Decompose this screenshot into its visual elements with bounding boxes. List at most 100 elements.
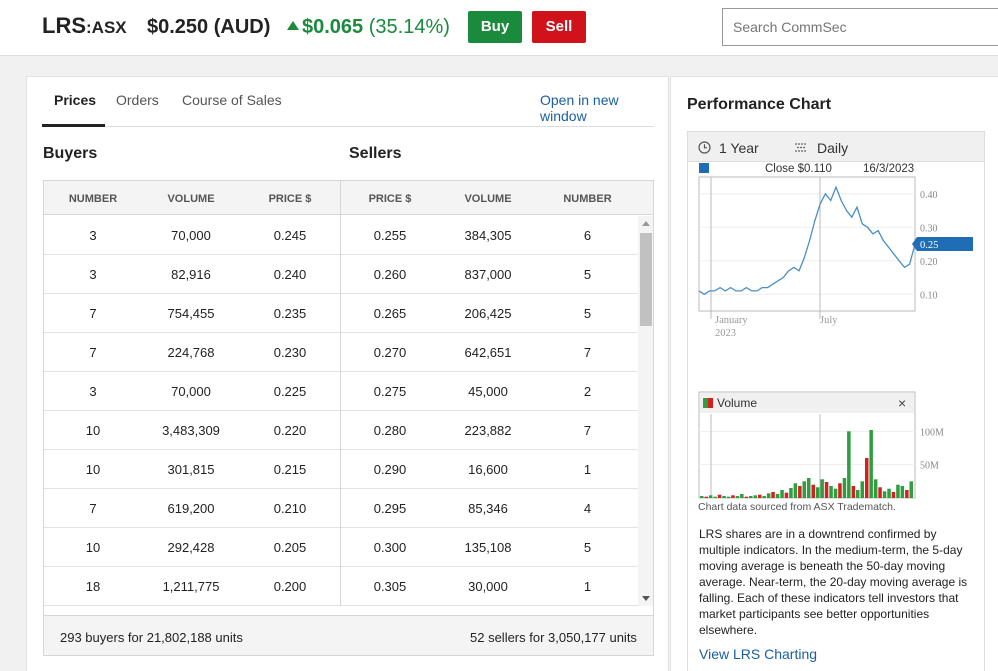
- trend-description: LRS shares are in a downtrend confirmed …: [699, 527, 968, 637]
- cell-buy-number: 7: [89, 345, 97, 360]
- price-y-tick: 0.40: [920, 190, 938, 201]
- volume-legend-label: Volume: [717, 396, 757, 410]
- volume-chart: Volume × 50M 100M: [698, 391, 944, 499]
- price-legend-swatch: [699, 163, 709, 173]
- volume-bar: [820, 479, 824, 498]
- depth-table: NUMBER VOLUME PRICE $ PRICE $ VOLUME NUM…: [43, 180, 654, 656]
- buyers-summary: 293 buyers for 21,802,188 units: [60, 630, 243, 645]
- volume-bar: [780, 490, 784, 498]
- cell-sell-number: 7: [583, 345, 592, 360]
- volume-bar: [708, 495, 713, 498]
- buy-button[interactable]: Buy: [468, 11, 522, 43]
- sell-button[interactable]: Sell: [532, 11, 586, 43]
- cell-buy-price: 0.215: [273, 462, 307, 477]
- volume-bar: [731, 495, 735, 498]
- volume-bar: [891, 492, 896, 498]
- cell-sell-price: 0.270: [373, 345, 407, 360]
- cell-sell-price: 0.290: [373, 462, 407, 477]
- cell-sell-price: 0.295: [373, 501, 407, 516]
- chart-container: 1 Year Daily 0.10 0.20 0.30 0.40 January 2023…: [687, 131, 985, 671]
- cell-sell-price: 0.275: [373, 384, 407, 399]
- cell-buy-price: 0.245: [273, 228, 307, 243]
- chart-toolbar: 1 Year Daily: [688, 132, 984, 162]
- col-buy-price: PRICE $: [268, 193, 312, 205]
- table-row: 18 1,211,775 0.200 0.305 30,000 1: [44, 567, 638, 606]
- buyers-heading: Buyers: [43, 145, 98, 162]
- volume-bar: [873, 479, 878, 498]
- volume-bar: [865, 458, 869, 498]
- scroll-thumb[interactable]: [640, 233, 652, 326]
- interval-selector[interactable]: Daily: [817, 140, 849, 156]
- clock-icon: [698, 141, 711, 154]
- performance-title: Performance Chart: [687, 96, 832, 113]
- volume-bar: [713, 496, 717, 498]
- tab-orders[interactable]: Orders: [116, 92, 159, 108]
- tab-bar: Prices Orders Course of Sales Open in ne…: [42, 77, 654, 127]
- sellers-summary: 52 sellers for 3,050,177 units: [470, 630, 637, 645]
- volume-y-tick: 50M: [920, 461, 939, 472]
- cell-sell-price: 0.300: [373, 540, 407, 555]
- scroll-up-icon[interactable]: [642, 221, 650, 226]
- interval-icon: [795, 143, 807, 152]
- volume-bar: [811, 484, 815, 498]
- view-charting-link[interactable]: View LRS Charting: [699, 646, 818, 662]
- table-row: 7 619,200 0.210 0.295 85,346 4: [44, 489, 638, 528]
- cell-buy-volume: 619,200: [167, 501, 215, 516]
- cell-buy-number: 18: [85, 579, 101, 594]
- cell-buy-price: 0.205: [273, 540, 307, 555]
- cell-buy-number: 3: [89, 228, 97, 243]
- volume-bar: [833, 488, 838, 498]
- volume-legend-swatch-down: [708, 398, 713, 408]
- scroll-down-icon[interactable]: [642, 596, 650, 601]
- search-input[interactable]: [722, 8, 998, 46]
- header-bar: LRS:ASX $0.250 (AUD) $0.065 (35.14%) Buy…: [0, 0, 998, 56]
- cell-sell-volume: 384,305: [464, 228, 512, 243]
- cell-buy-volume: 70,000: [171, 384, 211, 399]
- volume-bar: [896, 484, 900, 498]
- price-x-tick: July: [820, 315, 838, 326]
- price-plot-area: [698, 176, 916, 312]
- volume-legend-bar: [700, 393, 914, 413]
- cell-buy-price: 0.200: [273, 579, 307, 594]
- cell-buy-number: 10: [85, 462, 101, 477]
- cell-sell-number: 5: [583, 267, 592, 282]
- cell-buy-number: 10: [85, 540, 101, 555]
- volume-bar: [887, 488, 891, 498]
- close-icon: ×: [898, 395, 906, 411]
- cell-sell-number: 1: [583, 579, 592, 594]
- tab-prices[interactable]: Prices: [54, 92, 97, 108]
- cell-sell-number: 6: [583, 228, 592, 243]
- table-scrollbar[interactable]: [638, 216, 653, 606]
- cell-sell-price: 0.265: [373, 306, 407, 321]
- volume-bar: [815, 487, 820, 498]
- volume-bar: [851, 486, 856, 498]
- volume-bar: [762, 496, 766, 498]
- volume-bar: [878, 487, 882, 498]
- volume-bar: [744, 496, 749, 498]
- volume-bar: [758, 494, 762, 498]
- price-x-tick: January: [715, 315, 748, 326]
- cell-buy-volume: 3,483,309: [162, 423, 220, 438]
- price-y-tick: 0.20: [920, 257, 938, 268]
- price-chart: 0.10 0.20 0.30 0.40 January 2023 July Close $0.…: [698, 163, 973, 339]
- table-row: 10 301,815 0.215 0.290 16,600 1: [44, 450, 638, 489]
- table-row: 7 224,768 0.230 0.270 642,651 7: [44, 333, 638, 372]
- col-buy-number: NUMBER: [68, 193, 118, 205]
- table-row: 3 70,000 0.245 0.255 384,305 6: [44, 216, 638, 255]
- cell-sell-volume: 85,346: [468, 501, 508, 516]
- period-selector[interactable]: 1 Year: [719, 140, 759, 156]
- performance-panel: Performance Chart 1 Year Daily 0.10 0.20 0…: [670, 76, 998, 671]
- cell-buy-number: 10: [85, 423, 101, 438]
- cell-sell-volume: 642,651: [464, 345, 512, 360]
- open-new-window-link[interactable]: Open in new window: [540, 92, 619, 124]
- volume-bar: [802, 481, 806, 498]
- chart-source-note: Chart data sourced from ASX Tradematch.: [698, 501, 896, 513]
- cell-sell-price: 0.255: [373, 228, 407, 243]
- col-buy-volume: VOLUME: [167, 193, 215, 205]
- cell-buy-price: 0.225: [273, 384, 307, 399]
- up-arrow-icon: [287, 21, 299, 30]
- col-sell-number: NUMBER: [563, 193, 612, 205]
- tab-course-of-sales[interactable]: Course of Sales: [182, 92, 282, 108]
- cell-sell-volume: 223,882: [464, 423, 512, 438]
- table-row: 3 70,000 0.225 0.275 45,000 2: [44, 372, 638, 411]
